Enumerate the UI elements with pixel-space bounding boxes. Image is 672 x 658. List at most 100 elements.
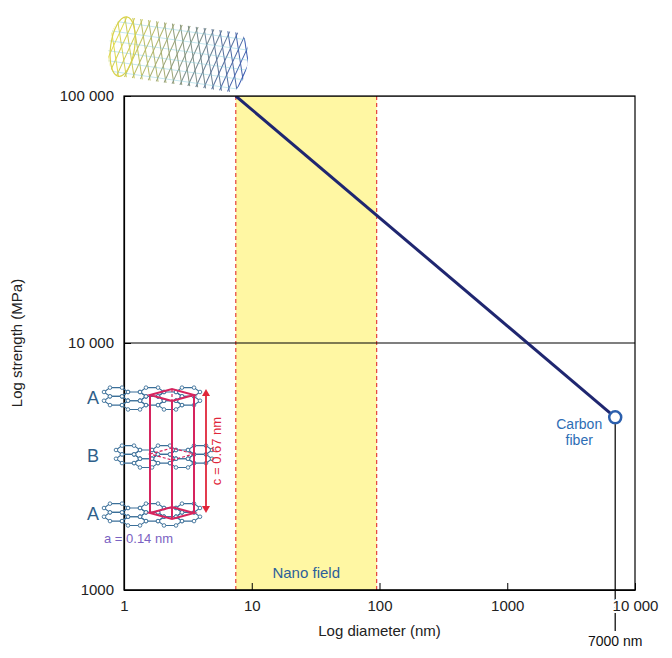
graphite-atom	[174, 408, 178, 412]
y-tick: 100 000	[60, 87, 131, 104]
graphite-atom	[138, 506, 142, 510]
diameter-label: 7000 nm	[588, 633, 642, 649]
nanotube-bond	[180, 26, 206, 88]
x-tick: 10 000	[613, 583, 659, 614]
graphite-atom	[138, 408, 142, 412]
graphite-atom	[132, 461, 136, 465]
nanotube-bond	[148, 21, 174, 83]
unit-cell-edge	[149, 395, 151, 513]
graphite-atom	[192, 519, 196, 523]
graphite-atom	[156, 461, 160, 465]
graphite-atom	[156, 502, 160, 506]
nanotube-bond	[109, 16, 135, 78]
nanotube-bond	[148, 21, 174, 83]
graphite-atom	[144, 511, 148, 515]
graphite-atom	[120, 519, 124, 523]
nanotube-bond	[156, 22, 182, 84]
graphite-atom	[156, 453, 160, 457]
nanotube-bond	[180, 26, 206, 88]
graphite-atom	[144, 386, 148, 390]
graphite-atom	[108, 395, 112, 399]
graphite-atom	[174, 466, 178, 470]
graphite-atom	[102, 506, 106, 510]
graphite-atom	[198, 515, 202, 519]
x-tick-label: 10 000	[613, 597, 659, 614]
graphite-atom	[120, 403, 124, 407]
graphite-layer	[102, 386, 202, 411]
graphite-atom	[138, 399, 142, 403]
graphite-atom	[132, 453, 136, 457]
y-axis-title: Log strength (MPa)	[8, 279, 25, 407]
graphite-atom	[144, 403, 148, 407]
layer-label: B	[87, 446, 99, 466]
graphite-atom	[156, 519, 160, 523]
y-tick: 10 000	[68, 334, 131, 351]
graphite-atom	[138, 515, 142, 519]
nanotube-bond	[116, 17, 142, 79]
graphite-atom	[120, 511, 124, 515]
graphite-atom	[198, 399, 202, 403]
graphite-atom	[126, 399, 130, 403]
nanotube-bond	[204, 29, 230, 91]
nanotube-bond	[235, 33, 251, 94]
graphite-atom	[144, 403, 148, 407]
y-axis: 1000 10 000 100 000	[60, 87, 131, 598]
graphite-atom	[198, 506, 202, 510]
graphite-atom	[138, 506, 142, 510]
graphite-atom	[144, 519, 148, 523]
nanotube	[93, 13, 270, 96]
graphite-atom	[108, 502, 112, 506]
y-tick-mark	[124, 96, 131, 97]
graphite-atom	[138, 515, 142, 519]
nanotube-bond	[132, 19, 158, 81]
graphite-atom	[138, 399, 142, 403]
carbon-fiber-marker	[609, 411, 621, 423]
graphite-atom	[162, 408, 166, 412]
nanotube-bond	[164, 23, 190, 85]
c-arrow	[205, 393, 207, 509]
graphite-layer	[102, 502, 202, 527]
graphite-atom	[126, 515, 130, 519]
c-label: c = 0.67 nm	[209, 417, 224, 485]
graphite-atom	[138, 524, 142, 528]
graphite-atom	[156, 453, 160, 457]
unit-cell-edge	[193, 395, 195, 513]
graphite-atom	[120, 502, 124, 506]
graphite-atom	[126, 524, 130, 528]
graphite-inset: ABAc = 0.67 nma = 0.14 nm	[87, 386, 224, 546]
graphite-atom	[114, 448, 118, 452]
graphite-atom	[174, 524, 178, 528]
graphite-atom	[180, 519, 184, 523]
graphite-atom	[126, 506, 130, 510]
y-tick-label: 1000	[81, 581, 114, 598]
graphite-atom	[120, 444, 124, 448]
graphite-atom	[138, 399, 142, 403]
graphite-atom	[162, 524, 166, 528]
y-tick-mark	[124, 590, 131, 591]
nanotube-bond	[164, 23, 190, 85]
graphite-atom	[180, 386, 184, 390]
nanotube-bond	[243, 34, 251, 93]
graphite-atom	[144, 511, 148, 515]
graphite-atom	[108, 511, 112, 515]
graphite-atom	[126, 390, 130, 394]
graphite-layer	[114, 444, 214, 469]
graphite-atom	[132, 453, 136, 457]
carbon-fiber-label-line: Carbon	[556, 416, 602, 432]
nanotube-bond	[140, 20, 166, 82]
nanotube-mouth	[107, 15, 139, 78]
x-tick-mark	[252, 583, 253, 590]
graphite-atom	[192, 386, 196, 390]
chart: 110100100010 000100010 000100 000Log dia…	[0, 0, 672, 658]
graphite-atom	[120, 395, 124, 399]
graphite-atom	[102, 390, 106, 394]
nanotube-bond	[219, 31, 245, 93]
graphite-atom	[180, 403, 184, 407]
graphite-atom	[138, 457, 142, 461]
nanotube-lattice	[105, 15, 252, 94]
graphite-atom	[108, 386, 112, 390]
plot-frame	[124, 96, 635, 590]
nanotube-bond	[105, 15, 127, 76]
y-tick: 1000	[81, 581, 131, 598]
x-tick: 10	[244, 583, 261, 614]
